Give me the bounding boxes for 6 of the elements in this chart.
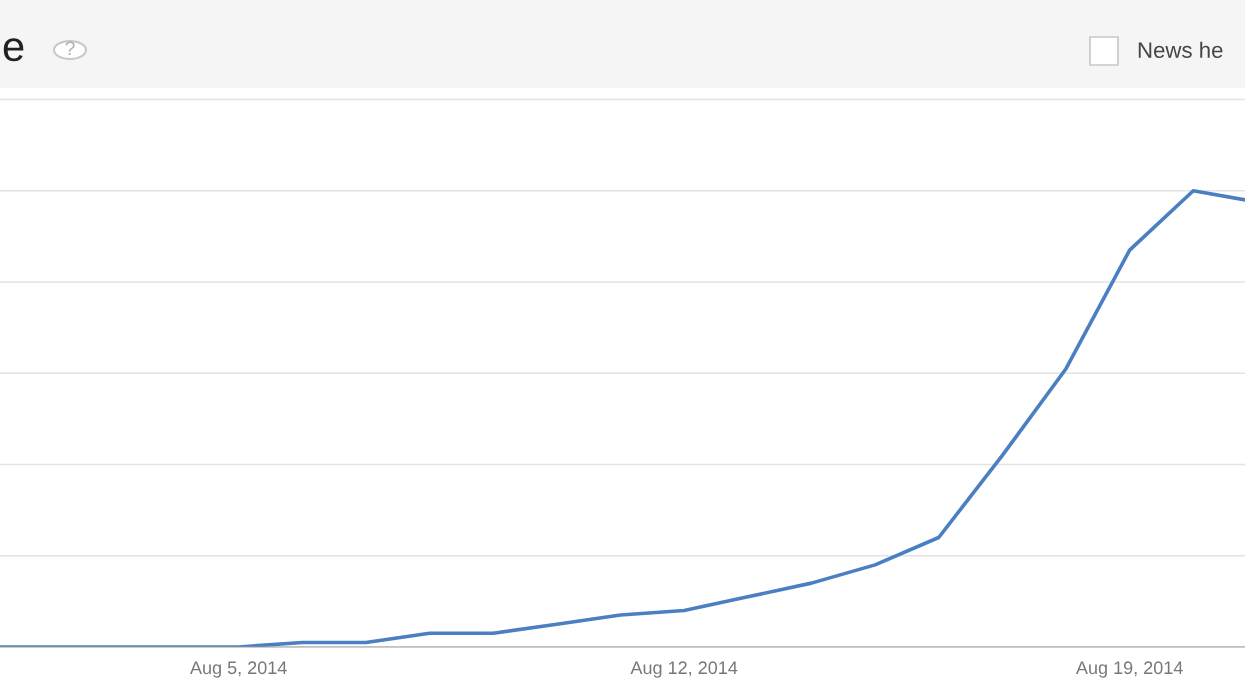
chart-title: e bbox=[3, 38, 24, 62]
x-tick-label: Aug 5, 2014 bbox=[190, 661, 287, 678]
x-tick-label: Aug 12, 2014 bbox=[630, 661, 738, 678]
text: News he bbox=[1138, 41, 1223, 58]
x-tick-label: Aug 19, 2014 bbox=[1075, 661, 1183, 678]
text: ? bbox=[65, 41, 75, 56]
